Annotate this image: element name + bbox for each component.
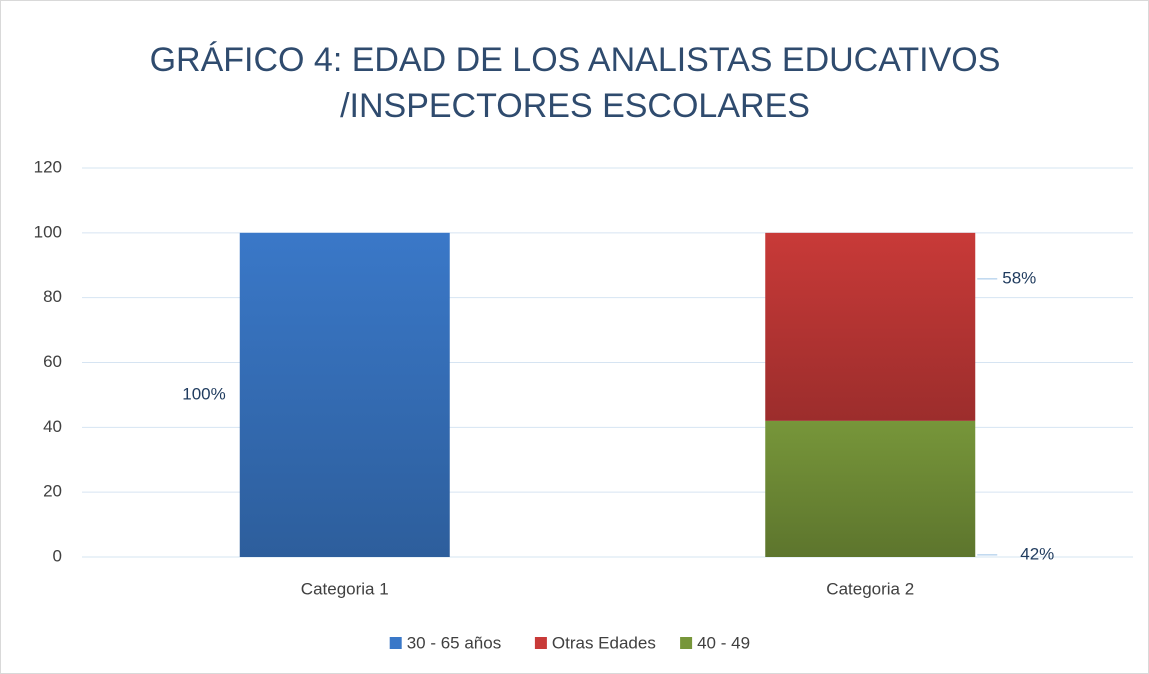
bar-segment (765, 420, 976, 557)
legend-label: Otras Edades (552, 633, 656, 652)
y-tick-label: 80 (43, 287, 62, 306)
x-tick-label: Categoria 1 (301, 579, 389, 598)
data-label: 100% (182, 384, 225, 403)
legend-swatch (389, 637, 402, 649)
bar-segment (765, 232, 976, 421)
legend-swatch (534, 637, 547, 649)
x-tick-label: Categoria 2 (826, 579, 914, 598)
y-tick-label: 100 (34, 222, 62, 241)
legend-swatch (680, 637, 693, 649)
legend-label: 40 - 49 (697, 633, 750, 652)
chart-title: GRÁFICO 4: EDAD DE LOS ANALISTAS EDUCATI… (150, 41, 1001, 79)
y-tick-label: 120 (34, 157, 62, 176)
y-tick-label: 20 (43, 482, 62, 501)
data-label: 58% (1002, 268, 1036, 287)
chart-title: /INSPECTORES ESCOLARES (340, 87, 810, 125)
bar-segment (239, 232, 450, 558)
data-label: 42% (1020, 544, 1054, 563)
y-tick-label: 40 (43, 417, 62, 436)
legend-label: 30 - 65 años (407, 633, 502, 652)
y-tick-label: 60 (43, 352, 62, 371)
y-tick-label: 0 (53, 546, 62, 565)
